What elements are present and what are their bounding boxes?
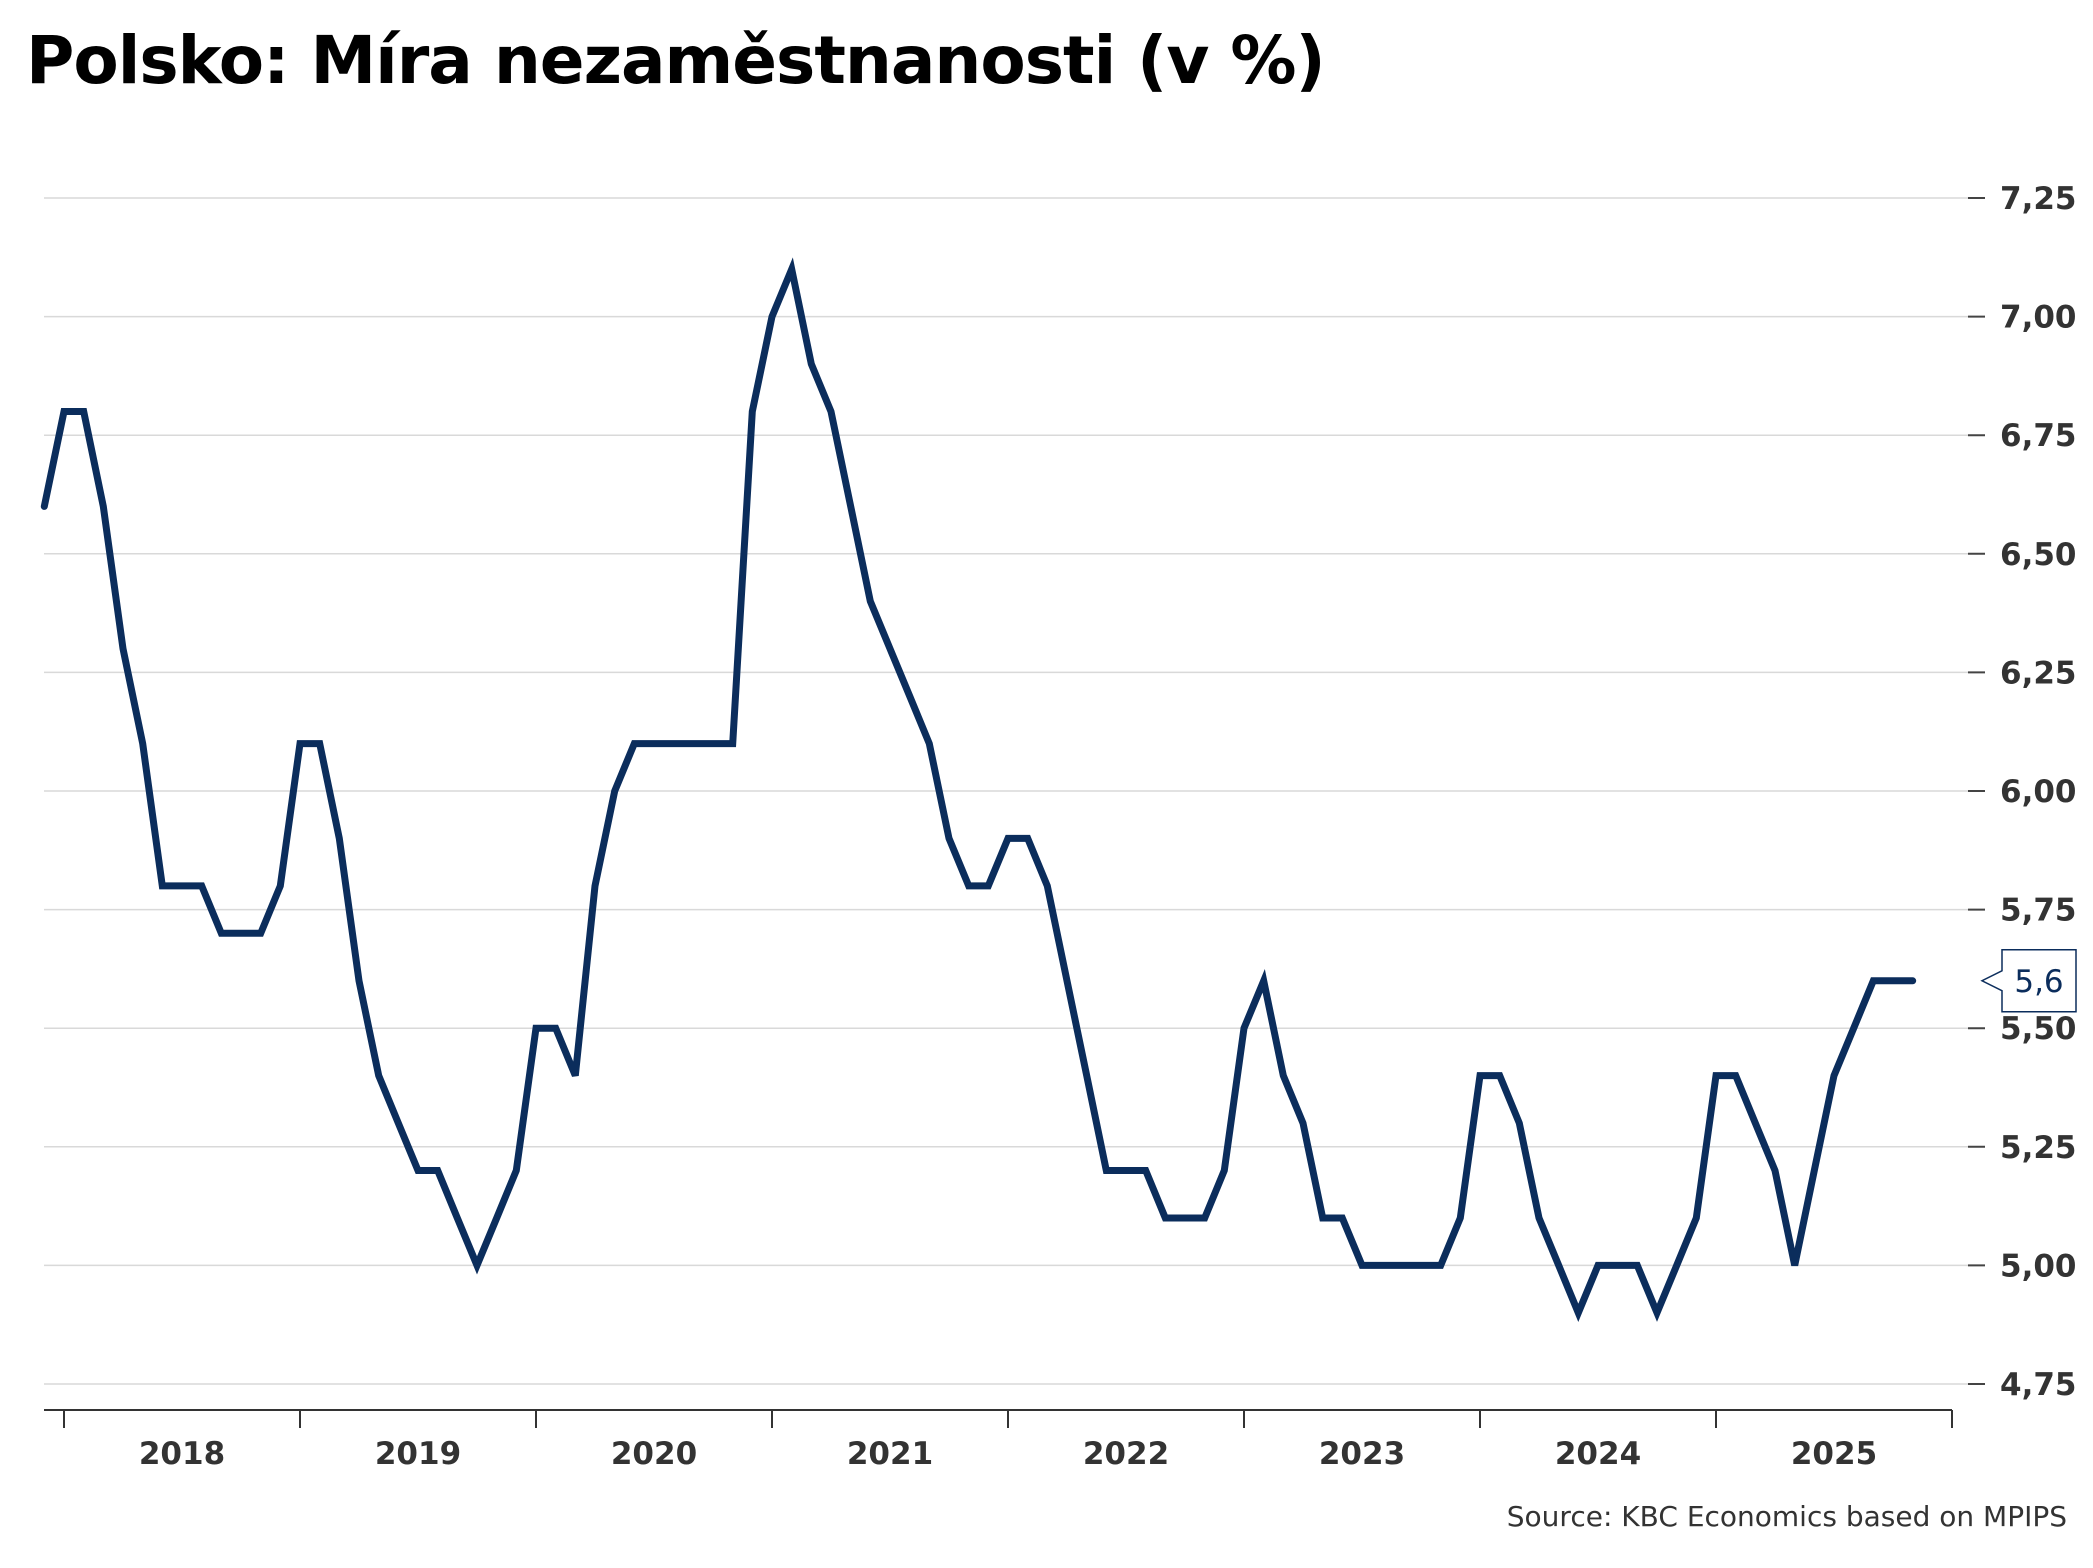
y-tick-label: 6,25 — [2000, 655, 2077, 691]
y-tick-label: 7,00 — [2000, 300, 2077, 336]
y-tick-label: 4,75 — [2000, 1367, 2077, 1403]
y-tick-label: 5,50 — [2000, 1011, 2077, 1047]
x-tick-label: 2025 — [1791, 1436, 1877, 1472]
x-axis: 2018 2019 2020 2021 2022 2023 2024 2025 — [44, 1409, 1953, 1472]
y-tick-label: 6,50 — [2000, 537, 2077, 573]
y-tick-label: 6,00 — [2000, 774, 2077, 810]
last-value-callout: 5,6 — [1980, 949, 2077, 1013]
callout-box — [1980, 949, 2077, 1013]
x-tick-label: 2023 — [1319, 1436, 1405, 1472]
source-note: Source: KBC Economics based on MPIPS — [1506, 1500, 2067, 1533]
x-tick-label: 2022 — [1083, 1436, 1169, 1472]
x-tick-label: 2019 — [375, 1436, 461, 1472]
x-tick-label: 2024 — [1555, 1436, 1641, 1472]
series-group — [40, 257, 1917, 1322]
y-tick-label: 5,00 — [2000, 1248, 2077, 1284]
x-tick-label: 2020 — [611, 1436, 697, 1472]
callout-value: 5,6 — [2014, 964, 2063, 1000]
gridlines — [44, 197, 1975, 1385]
series-line — [40, 257, 1917, 1322]
y-axis: 4,75 5,00 5,25 5,50 5,75 6,00 6,25 6,50 6,75 7,00… — [1968, 181, 2077, 1403]
x-tick-label: 2021 — [847, 1436, 933, 1472]
y-tick-label: 7,25 — [2000, 181, 2077, 217]
x-tick-label: 2018 — [139, 1436, 225, 1472]
y-tick-label: 5,25 — [2000, 1130, 2077, 1166]
y-tick-label: 6,75 — [2000, 418, 2077, 454]
y-tick-label: 5,75 — [2000, 893, 2077, 929]
chart-title: Polsko: Míra nezaměstnanosti (v %) — [26, 22, 1326, 99]
